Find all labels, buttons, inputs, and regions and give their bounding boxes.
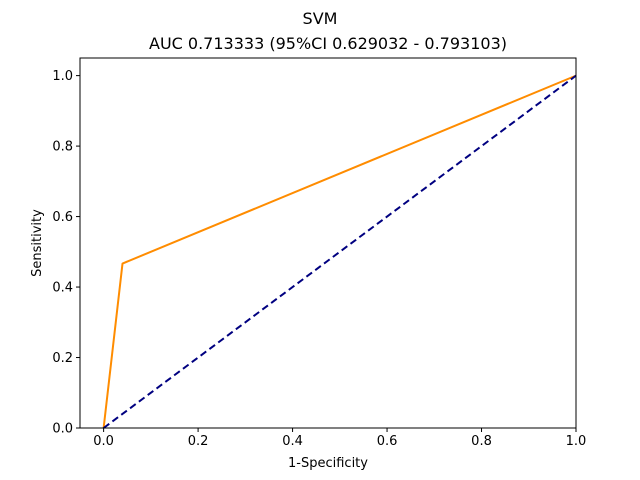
chance-diagonal-line <box>103 74 577 429</box>
y-tick-label: 0.2 <box>52 351 73 366</box>
x-tick-label: 0.8 <box>471 434 492 449</box>
roc-curve-line <box>102 74 577 429</box>
y-tick-label: 0.0 <box>52 422 73 437</box>
chart-title: SVM <box>303 9 338 28</box>
x-tick-label: 1.0 <box>566 434 587 449</box>
x-tick-label: 0.6 <box>377 434 398 449</box>
y-tick-label: 0.8 <box>52 140 73 155</box>
x-axis-label: 1-Specificity <box>288 456 368 471</box>
x-tick-label: 0.4 <box>282 434 303 449</box>
y-tick-label: 0.4 <box>52 281 73 296</box>
y-tick-label: 0.6 <box>52 210 73 225</box>
x-tick-label: 0.2 <box>188 434 209 449</box>
x-axis-ticks: 0.0 0.2 0.4 0.6 0.8 1.0 <box>93 428 586 449</box>
y-axis-label: Sensitivity <box>30 209 45 277</box>
y-axis-ticks: 0.0 0.2 0.4 0.6 0.8 1.0 <box>52 69 80 437</box>
plot-frame <box>79 57 577 429</box>
chart-subtitle: AUC 0.713333 (95%CI 0.629032 - 0.793103) <box>149 34 507 53</box>
plot-series <box>102 74 577 429</box>
y-tick-label: 1.0 <box>52 69 73 84</box>
x-tick-label: 0.0 <box>93 434 114 449</box>
